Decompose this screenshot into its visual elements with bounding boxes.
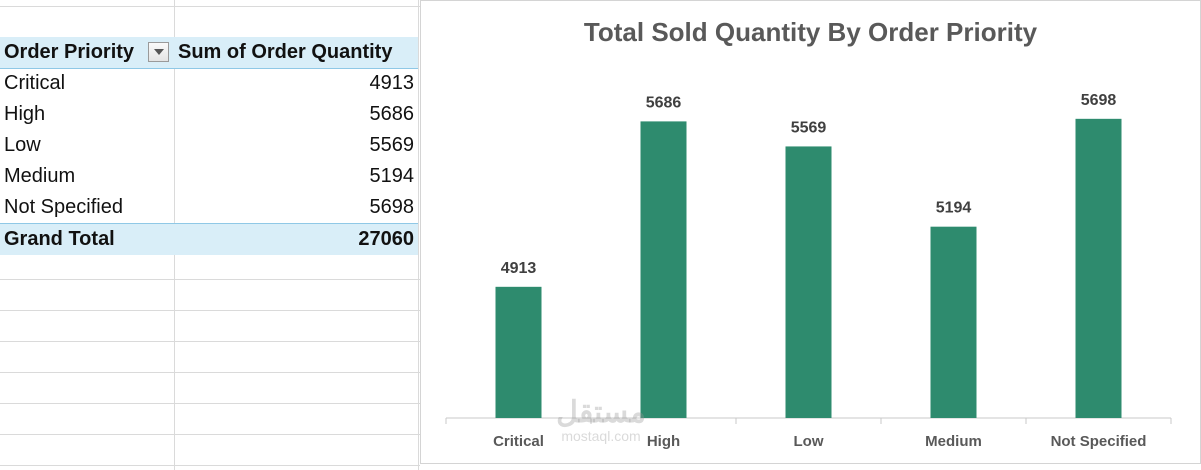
pivot-row-value: 5698 [369, 196, 415, 218]
grand-total-label: Grand Total [4, 228, 115, 250]
pivot-row-label: Critical [4, 72, 66, 94]
pivot-row-label: Low [4, 134, 41, 156]
pivot-row[interactable]: Critical 4913 [0, 68, 418, 99]
bar-low[interactable] [785, 146, 832, 418]
pivot-grand-total-row[interactable]: Grand Total 27060 [0, 223, 418, 255]
row-divider [0, 6, 420, 7]
column-divider [418, 0, 419, 470]
data-label: 5698 [1081, 92, 1117, 109]
filter-dropdown-button[interactable] [148, 42, 169, 62]
data-label: 5686 [646, 94, 682, 111]
row-divider [0, 372, 420, 373]
grand-total-value: 27060 [358, 228, 414, 250]
pivot-row-label: Not Specified [4, 196, 123, 218]
bar-chart: 4913 Critical 5686 High 5569 Low 5194 Medium 569… [445, 92, 1172, 450]
pivot-value-header[interactable]: Sum of Order Quantity [178, 41, 393, 63]
data-label: 5194 [936, 200, 972, 217]
pivot-row[interactable]: High 5686 [0, 99, 418, 130]
x-tick-label: Not Specified [1051, 433, 1147, 450]
pivot-row[interactable]: Not Specified 5698 [0, 192, 418, 223]
pivot-row-label-header[interactable]: Order Priority [4, 41, 135, 63]
row-divider [0, 341, 420, 342]
pivot-header-row: Order Priority Sum of Order Quantity [0, 37, 418, 69]
spreadsheet-area: Order Priority Sum of Order Quantity Cri… [0, 0, 420, 470]
bar-high[interactable] [640, 121, 687, 418]
x-tick-label: High [647, 433, 680, 450]
chart-panel[interactable]: Total Sold Quantity By Order Priority 49… [420, 0, 1201, 464]
x-tick-label: Medium [925, 433, 982, 450]
pivot-row[interactable]: Medium 5194 [0, 161, 418, 192]
x-tick-label: Critical [493, 433, 544, 450]
x-tick-label: Low [794, 433, 824, 450]
pivot-row-value: 5569 [369, 134, 415, 156]
pivot-row-label: Medium [4, 165, 76, 187]
pivot-row[interactable]: Low 5569 [0, 130, 418, 161]
pivot-row-value: 5194 [369, 165, 415, 187]
row-divider [0, 465, 420, 466]
data-label: 5569 [791, 119, 827, 136]
chart-title: Total Sold Quantity By Order Priority [583, 17, 1038, 47]
pivot-row-label: High [4, 103, 46, 125]
bar-medium[interactable] [930, 226, 977, 418]
data-label: 4913 [501, 260, 537, 277]
pivot-row-value: 4913 [369, 72, 415, 94]
row-divider [0, 434, 420, 435]
row-divider [0, 403, 420, 404]
row-divider [0, 310, 420, 311]
bar-critical[interactable] [495, 286, 542, 418]
bar-not-specified[interactable] [1075, 118, 1122, 418]
row-divider [0, 279, 420, 280]
chevron-down-icon [153, 49, 164, 55]
pivot-row-value: 5686 [369, 103, 415, 125]
